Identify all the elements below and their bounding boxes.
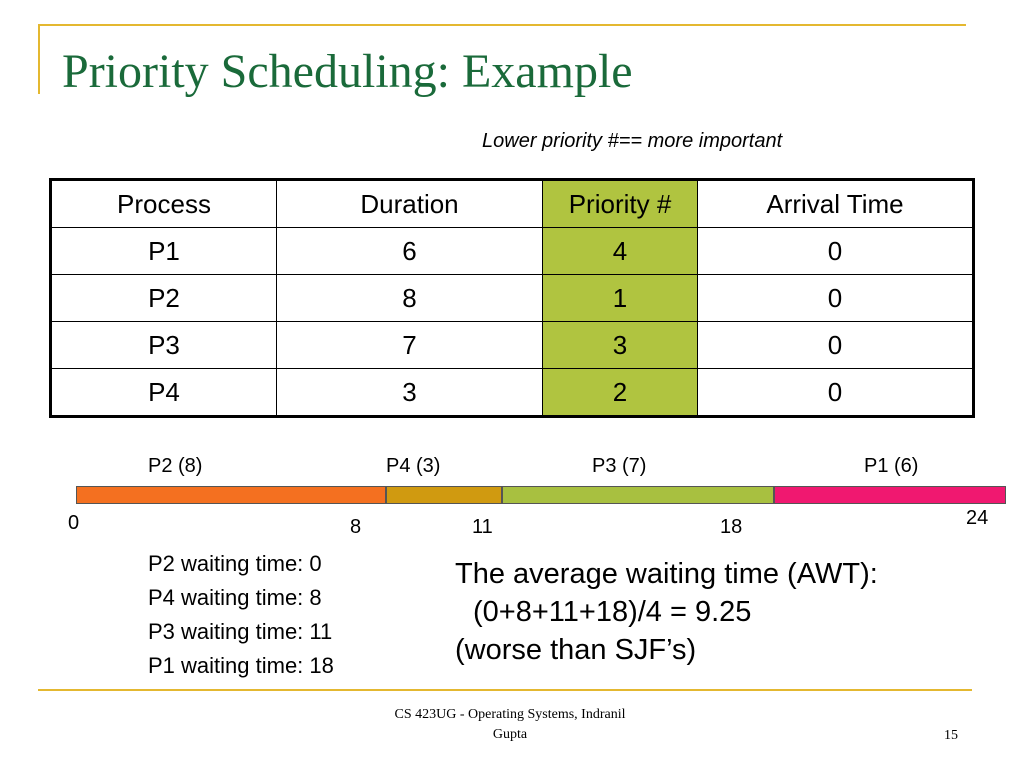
gantt-chart-bar	[76, 486, 1006, 504]
cell-priority: 2	[542, 368, 698, 417]
awt-formula: (0+8+11+18)/4 = 9.25	[473, 596, 752, 628]
table-row: P3 7 3 0	[50, 321, 974, 369]
cell-arrival-time: 0	[697, 368, 974, 417]
gantt-segment-p2	[76, 486, 386, 504]
gantt-label-p3: P3 (7)	[592, 455, 647, 477]
header-process: Process	[50, 179, 277, 228]
gantt-tick-18: 18	[720, 516, 743, 538]
gantt-tick-8: 8	[350, 516, 362, 538]
waiting-times-list: P2 waiting time: 0 P4 waiting time: 8 P3…	[148, 547, 334, 683]
gantt-segment-p1	[774, 486, 1006, 504]
cell-duration: 3	[276, 368, 543, 417]
slide-footer: CS 423UG - Operating Systems, Indranil G…	[360, 705, 660, 745]
cell-duration: 8	[276, 274, 543, 322]
awt-heading: The average waiting time (AWT):	[455, 558, 878, 590]
cell-duration: 6	[276, 227, 543, 275]
cell-process: P2	[50, 274, 277, 322]
awt-comparison: (worse than SJF’s)	[455, 634, 697, 666]
footer-line-1: CS 423UG - Operating Systems, Indranil	[394, 707, 626, 722]
header-priority: Priority #	[542, 179, 698, 228]
cell-priority: 1	[542, 274, 698, 322]
gantt-label-p4: P4 (3)	[386, 455, 441, 477]
page-number: 15	[944, 728, 958, 743]
cell-arrival-time: 0	[697, 321, 974, 369]
cell-duration: 7	[276, 321, 543, 369]
table-header-row: Process Duration Priority # Arrival Time	[50, 179, 974, 228]
cell-process: P3	[50, 321, 277, 369]
table-row: P1 6 4 0	[50, 227, 974, 275]
waiting-time-p4: P4 waiting time: 8	[148, 585, 322, 610]
header-duration: Duration	[276, 179, 543, 228]
waiting-time-p3: P3 waiting time: 11	[148, 619, 333, 644]
gantt-label-p2: P2 (8)	[148, 455, 203, 477]
slide-title: Priority Scheduling: Example	[62, 45, 633, 98]
gantt-tick-24: 24	[966, 507, 989, 529]
waiting-time-p1: P1 waiting time: 18	[148, 653, 334, 678]
gantt-segment-p4	[386, 486, 502, 504]
process-table: Process Duration Priority # Arrival Time…	[49, 178, 975, 418]
slide-subtitle: Lower priority #== more important	[482, 130, 783, 152]
table-row: P4 3 2 0	[50, 368, 974, 417]
waiting-time-p2: P2 waiting time: 0	[148, 551, 322, 576]
cell-priority: 4	[542, 227, 698, 275]
top-frame-line	[38, 24, 966, 26]
left-frame-line	[38, 24, 40, 94]
cell-arrival-time: 0	[697, 227, 974, 275]
gantt-tick-11: 11	[472, 516, 493, 538]
cell-priority: 3	[542, 321, 698, 369]
table-row: P2 8 1 0	[50, 274, 974, 322]
gantt-tick-0: 0	[68, 512, 80, 534]
cell-arrival-time: 0	[697, 274, 974, 322]
header-arrival-time: Arrival Time	[697, 179, 974, 228]
cell-process: P1	[50, 227, 277, 275]
gantt-segment-p3	[502, 486, 774, 504]
awt-block: The average waiting time (AWT): (0+8+11+…	[455, 555, 878, 669]
gantt-label-p1: P1 (6)	[864, 455, 919, 477]
footer-line-2: Gupta	[492, 727, 528, 742]
bottom-frame-line	[38, 689, 972, 691]
cell-process: P4	[50, 368, 277, 417]
